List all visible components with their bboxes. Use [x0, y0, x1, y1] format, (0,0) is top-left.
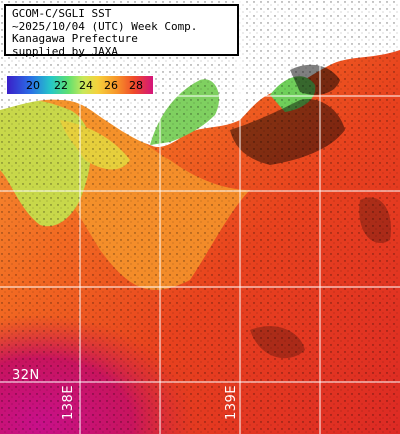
map-info-box: GCOM-C/SGLI SST ~2025/10/04 (UTC) Week C… — [4, 4, 239, 58]
sst-color-legend: 20 22 24 26 28 — [6, 75, 154, 95]
info-line-product: GCOM-C/SGLI SST — [12, 7, 112, 20]
legend-tick-22: 22 — [54, 79, 68, 92]
info-line-date: ~2025/10/04 (UTC) Week Comp. — [12, 19, 198, 33]
longitude-label-138e: 138E — [61, 384, 76, 420]
info-line-supplier: supplied by JAXA — [12, 44, 118, 58]
legend-tick-24: 24 — [79, 79, 93, 92]
info-line-region: Kanagawa Prefecture — [12, 32, 138, 45]
latitude-label-32n: 32N — [12, 368, 40, 383]
legend-tick-20: 20 — [26, 79, 40, 92]
longitude-label-139e: 139E — [224, 384, 239, 420]
legend-tick-28: 28 — [129, 79, 143, 92]
legend-tick-26: 26 — [104, 79, 118, 92]
